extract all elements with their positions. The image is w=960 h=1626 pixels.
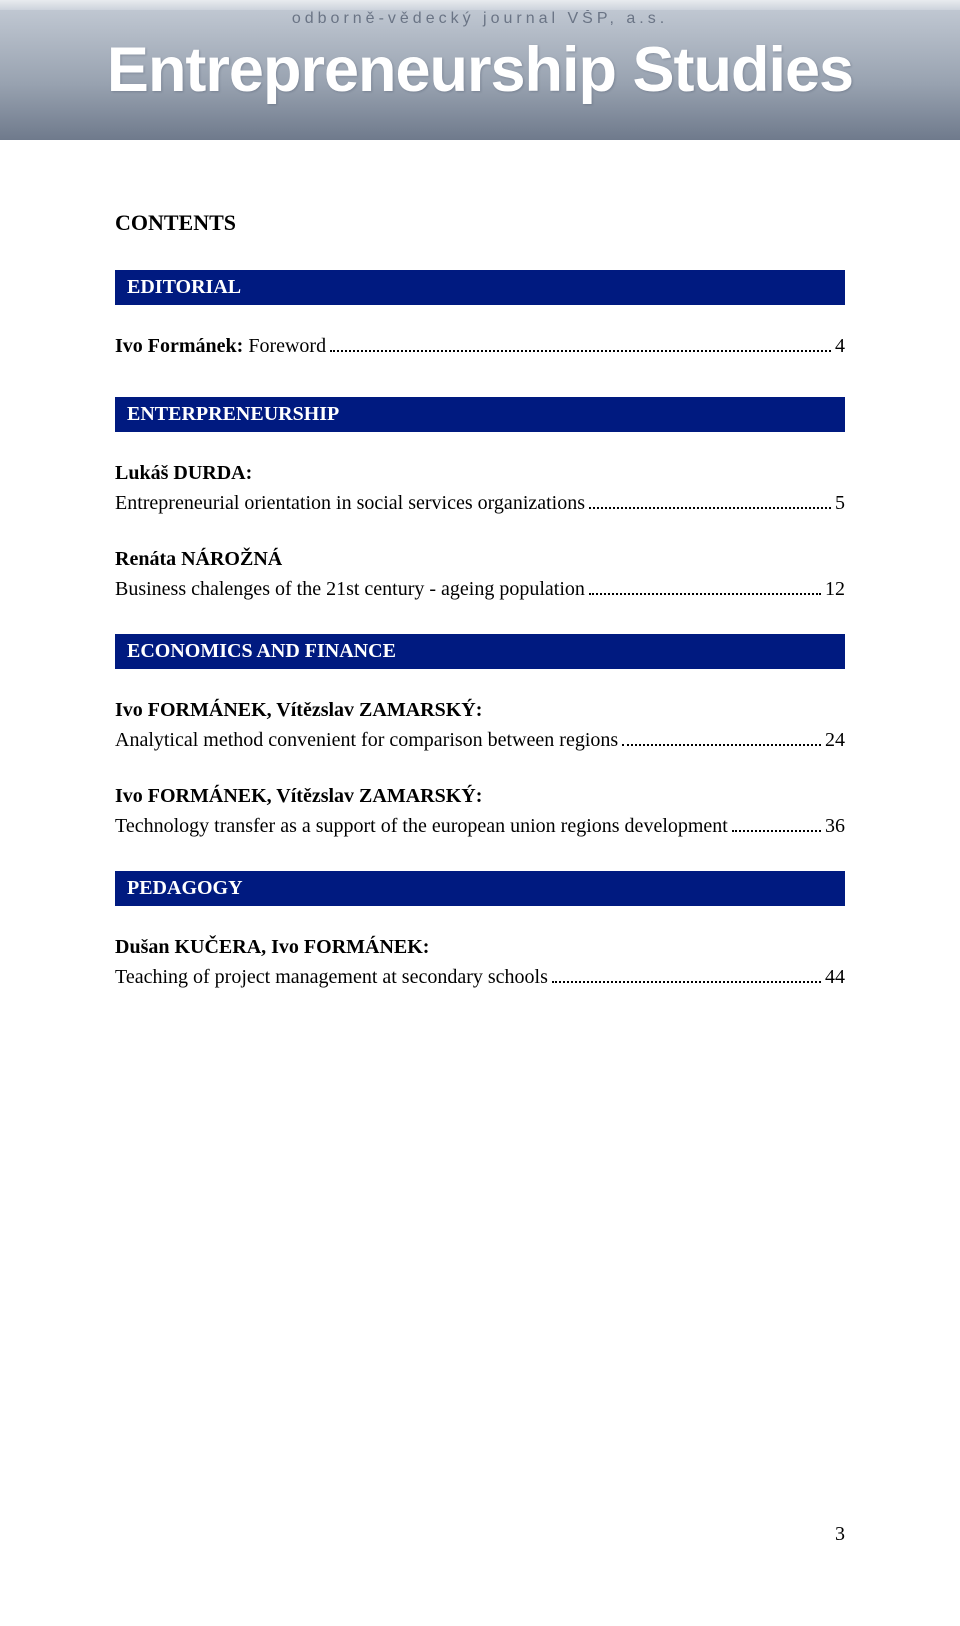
page-body: CONTENTS EDITORIAL Ivo Formánek: Forewor… xyxy=(0,140,960,992)
leader-dots xyxy=(589,507,831,509)
entry-title: Teaching of project management at second… xyxy=(115,962,548,992)
entry-page: 36 xyxy=(825,811,845,841)
entry-page: 5 xyxy=(835,488,845,518)
toc-entry: Renáta NÁROŽNÁ Business chalenges of the… xyxy=(115,544,845,604)
entry-author: Lukáš DURDA: xyxy=(115,462,252,484)
leader-dots xyxy=(589,593,821,595)
leader-dots xyxy=(552,981,821,983)
section-heading-pedagogy: PEDAGOGY xyxy=(115,871,845,906)
leader-dots xyxy=(622,744,821,746)
entry-title: Entrepreneurial orientation in social se… xyxy=(115,488,585,518)
entry-author: Ivo Formánek: xyxy=(115,335,243,357)
leader-dots xyxy=(732,830,821,832)
entry-author: Ivo FORMÁNEK, Vítězslav ZAMARSKÝ: xyxy=(115,699,482,721)
banner-accent-top xyxy=(0,0,960,10)
entry-title: Business chalenges of the 21st century -… xyxy=(115,574,585,604)
entry-author: Ivo FORMÁNEK, Vítězslav ZAMARSKÝ: xyxy=(115,785,482,807)
entry-page: 24 xyxy=(825,725,845,755)
journal-banner: odborně-vědecký journal VŠP, a.s. Entrep… xyxy=(0,0,960,140)
entry-page: 12 xyxy=(825,574,845,604)
entry-author: Dušan KUČERA, Ivo FORMÁNEK: xyxy=(115,936,429,958)
entry-page: 4 xyxy=(835,331,845,361)
entry-title: Analytical method convenient for compari… xyxy=(115,725,618,755)
toc-entry: Lukáš DURDA: Entrepreneurial orientation… xyxy=(115,458,845,518)
toc-entry: Ivo FORMÁNEK, Vítězslav ZAMARSKÝ: Techno… xyxy=(115,781,845,841)
toc-entry: Ivo FORMÁNEK, Vítězslav ZAMARSKÝ: Analyt… xyxy=(115,695,845,755)
entry-title-text: Foreword xyxy=(248,335,326,357)
leader-dots xyxy=(330,350,831,352)
entry-page: 44 xyxy=(825,962,845,992)
toc-entry: Dušan KUČERA, Ivo FORMÁNEK: Teaching of … xyxy=(115,932,845,992)
banner-title: Entrepreneurship Studies xyxy=(0,34,960,106)
page-number: 3 xyxy=(835,1523,845,1546)
section-heading-entrepreneurship: ENTERPRENEURSHIP xyxy=(115,397,845,432)
contents-heading: CONTENTS xyxy=(115,210,845,236)
section-heading-editorial: EDITORIAL xyxy=(115,270,845,305)
section-heading-economics: ECONOMICS AND FINANCE xyxy=(115,634,845,669)
entry-title: Technology transfer as a support of the … xyxy=(115,811,728,841)
toc-entry: Ivo Formánek: Foreword 4 xyxy=(115,331,845,361)
entry-author: Renáta NÁROŽNÁ xyxy=(115,548,282,570)
banner-subtitle: odborně-vědecký journal VŠP, a.s. xyxy=(0,10,960,28)
